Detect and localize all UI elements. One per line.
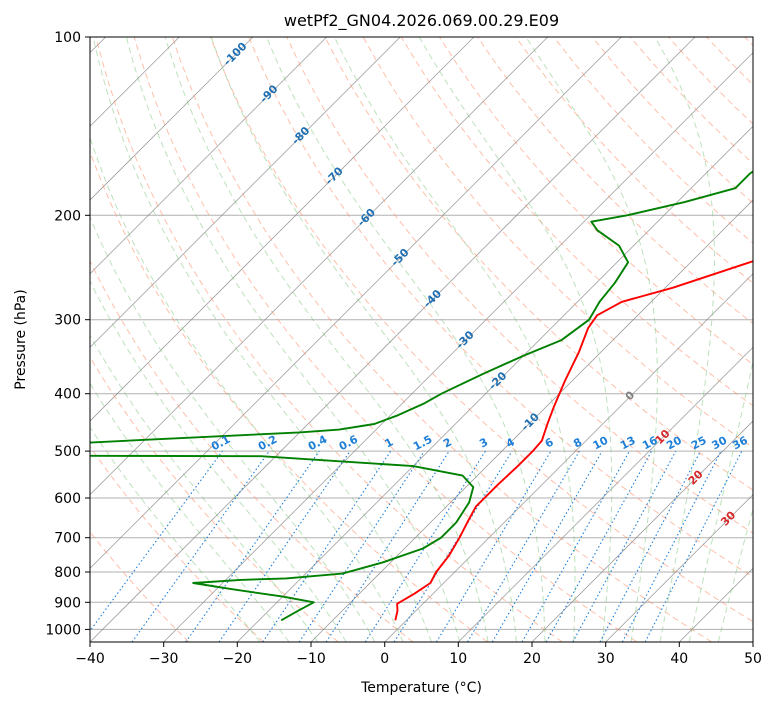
isotherm-line bbox=[90, 37, 475, 422]
mixing-ratio-label: 16 bbox=[640, 434, 660, 453]
moist-adiabat bbox=[210, 37, 517, 642]
isotherm-line bbox=[90, 37, 622, 569]
mixing-ratio-label: 13 bbox=[618, 434, 638, 453]
x-tick-label: 20 bbox=[523, 651, 541, 667]
mixing-ratio-label: 36 bbox=[730, 434, 750, 453]
chart-title: wetPf2_GN04.2026.069.00.29.E09 bbox=[284, 11, 559, 31]
moist-adiabat bbox=[164, 37, 489, 642]
isotherm-line bbox=[163, 52, 753, 642]
dry-adiabat bbox=[171, 37, 712, 642]
isotherm-line bbox=[90, 37, 401, 348]
mixing-ratio-line bbox=[435, 450, 552, 642]
dry-adiabat bbox=[324, 37, 753, 491]
mixing-ratio-line bbox=[521, 450, 630, 642]
y-tick-label: 300 bbox=[54, 313, 81, 329]
moist-adiabat bbox=[525, 37, 658, 642]
x-tick-label: 40 bbox=[670, 651, 688, 667]
isotherm-line bbox=[90, 37, 254, 201]
x-tick-label: −40 bbox=[75, 651, 105, 667]
y-tick-label: 400 bbox=[54, 387, 81, 403]
moist-adiabat bbox=[90, 382, 290, 642]
x-tick-label: 30 bbox=[597, 651, 615, 667]
x-axis-label: Temperature (°C) bbox=[360, 680, 482, 696]
mixing-ratio-line bbox=[393, 450, 513, 642]
mixing-ratio-label: 30 bbox=[710, 434, 730, 453]
mixing-ratio-label: 20 bbox=[664, 434, 684, 453]
isotherm-line bbox=[384, 273, 753, 642]
dry-adiabat bbox=[90, 356, 339, 642]
dry-adiabat bbox=[248, 37, 753, 578]
y-tick-label: 1000 bbox=[45, 622, 81, 638]
moist-adiabat bbox=[688, 359, 753, 642]
dry-adiabat bbox=[90, 259, 414, 642]
mixing-ratio-line bbox=[572, 450, 677, 642]
isotherm-line bbox=[90, 37, 327, 275]
y-axis-label: Pressure (hPa) bbox=[13, 289, 29, 389]
dry-adiabat bbox=[95, 37, 563, 642]
mixing-ratio-line bbox=[325, 450, 450, 642]
y-tick-label: 600 bbox=[54, 491, 81, 507]
dry-adiabat bbox=[286, 37, 753, 534]
moist-adiabat bbox=[92, 37, 432, 642]
x-tick-label: 10 bbox=[449, 651, 467, 667]
moist-adiabat bbox=[90, 334, 319, 642]
x-tick-label: 0 bbox=[380, 651, 389, 667]
isotherm-line bbox=[752, 641, 753, 642]
isotherm-line bbox=[605, 494, 753, 642]
moist-adiabat bbox=[654, 37, 715, 642]
temperature-trace bbox=[394, 260, 753, 621]
isotherm-line bbox=[458, 346, 753, 642]
y-tick-label: 500 bbox=[54, 444, 81, 460]
moist-adiabat bbox=[418, 37, 613, 642]
mixing-ratio-line bbox=[185, 450, 320, 642]
plot-frame bbox=[89, 36, 754, 643]
y-tick-label: 800 bbox=[54, 565, 81, 581]
mixing-ratio-line bbox=[218, 450, 351, 642]
moist-adiabat bbox=[90, 136, 404, 642]
moist-adiabat bbox=[90, 426, 261, 642]
moist-adiabat bbox=[266, 37, 546, 642]
x-tick-label: 50 bbox=[744, 651, 762, 667]
isotherm-line bbox=[531, 420, 753, 642]
isotherm-line bbox=[90, 37, 548, 496]
plot-area bbox=[90, 37, 753, 642]
y-tick-label: 900 bbox=[54, 595, 81, 611]
dewpoint-trace bbox=[90, 170, 753, 622]
moist-adiabat bbox=[90, 216, 376, 642]
dry-adiabat bbox=[515, 37, 753, 284]
moist-adiabat bbox=[90, 280, 347, 642]
moist-adiabat bbox=[125, 37, 461, 642]
plot-lines bbox=[90, 37, 753, 642]
y-tick-label: 100 bbox=[54, 30, 81, 46]
x-tick-label: −20 bbox=[223, 651, 253, 667]
isotherm-line bbox=[90, 37, 696, 642]
y-tick-label: 700 bbox=[54, 531, 81, 547]
y-tick-label: 200 bbox=[54, 208, 81, 224]
x-tick-label: −10 bbox=[296, 651, 326, 667]
mixing-ratio-label: 25 bbox=[689, 434, 709, 453]
dry-adiabat bbox=[90, 445, 264, 642]
moist-adiabat bbox=[717, 507, 753, 642]
mixing-ratio-line bbox=[545, 450, 653, 642]
moist-adiabat bbox=[334, 37, 576, 642]
isotherm-line bbox=[237, 125, 753, 642]
x-tick-label: −30 bbox=[149, 651, 179, 667]
dry-adiabat bbox=[210, 37, 753, 623]
mixing-ratio-label: 10 bbox=[591, 434, 611, 453]
mixing-ratio-line bbox=[491, 450, 603, 642]
mixing-ratio-line bbox=[467, 450, 580, 642]
